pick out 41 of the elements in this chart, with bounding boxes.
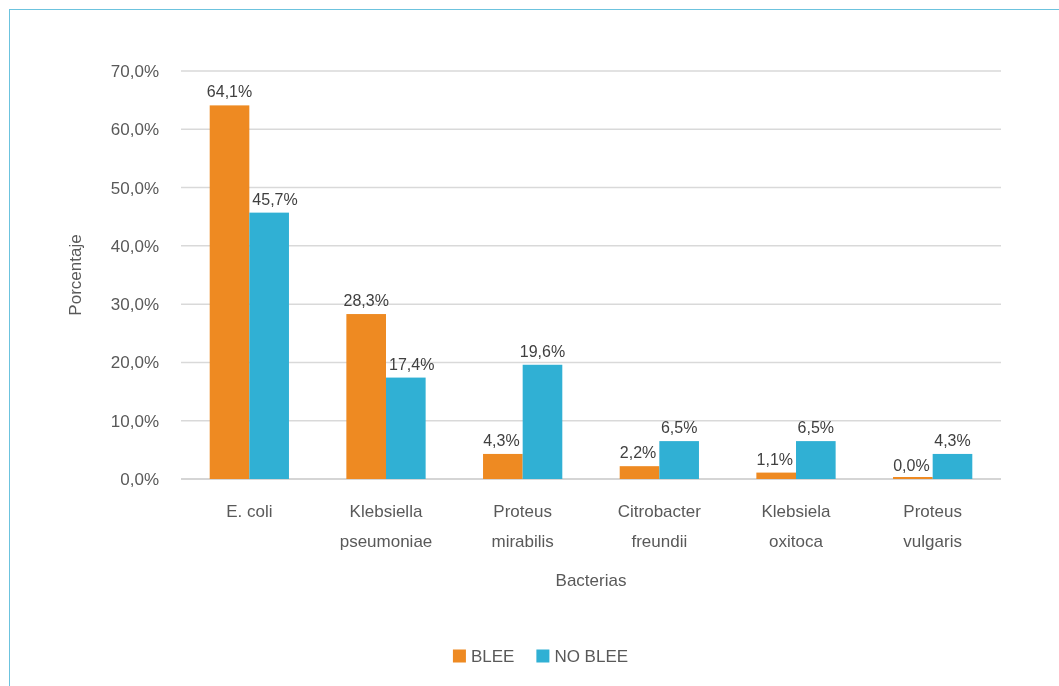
bar <box>659 441 699 479</box>
y-tick-label: 70,0% <box>110 61 159 81</box>
legend-label: NO BLEE <box>554 646 629 666</box>
y-tick-label: 0,0% <box>120 469 159 489</box>
y-tick-label: 60,0% <box>110 120 159 140</box>
y-axis-title: Porcentaje <box>66 234 85 316</box>
bar <box>346 314 386 479</box>
data-label: 64,1% <box>206 83 253 101</box>
x-tick-label: Proteus mirabilis <box>491 502 554 551</box>
x-tick-label: E. coli <box>226 502 273 521</box>
y-tick-label: 50,0% <box>110 178 159 198</box>
bar <box>483 453 523 479</box>
x-axis-title: Bacterias <box>555 571 627 590</box>
bar <box>522 364 563 479</box>
bar <box>619 466 660 479</box>
x-tick-label: Citrobacter freundii <box>617 502 702 551</box>
data-label: 4,3% <box>934 431 971 449</box>
x-tick-label: Proteus vulgaris <box>903 502 962 551</box>
data-label: 1,1% <box>756 450 793 468</box>
data-label: 6,5% <box>660 419 698 437</box>
data-label: 2,2% <box>619 444 657 462</box>
bar <box>756 472 796 479</box>
legend-label: BLEE <box>470 646 515 666</box>
x-tick-label: Klebsiella pseumoniae <box>339 502 433 551</box>
bar <box>796 441 836 479</box>
data-label: 45,7% <box>252 190 298 208</box>
data-label: 6,5% <box>797 419 835 437</box>
bar <box>249 212 289 479</box>
y-tick-label: 20,0% <box>110 353 159 373</box>
data-label: 19,6% <box>519 342 566 360</box>
bar <box>932 453 973 479</box>
data-label: 28,3% <box>343 292 389 310</box>
y-tick-label: 40,0% <box>110 236 159 256</box>
y-tick-label: 10,0% <box>110 411 159 431</box>
data-label: 0,0% <box>893 457 930 474</box>
x-tick-label: Klebsiela oxitoca <box>761 502 832 551</box>
bar <box>386 377 426 479</box>
data-label: 17,4% <box>389 355 435 373</box>
y-tick-label: 30,0% <box>110 295 159 315</box>
bar <box>209 105 250 479</box>
data-label: 4,3% <box>483 431 520 449</box>
